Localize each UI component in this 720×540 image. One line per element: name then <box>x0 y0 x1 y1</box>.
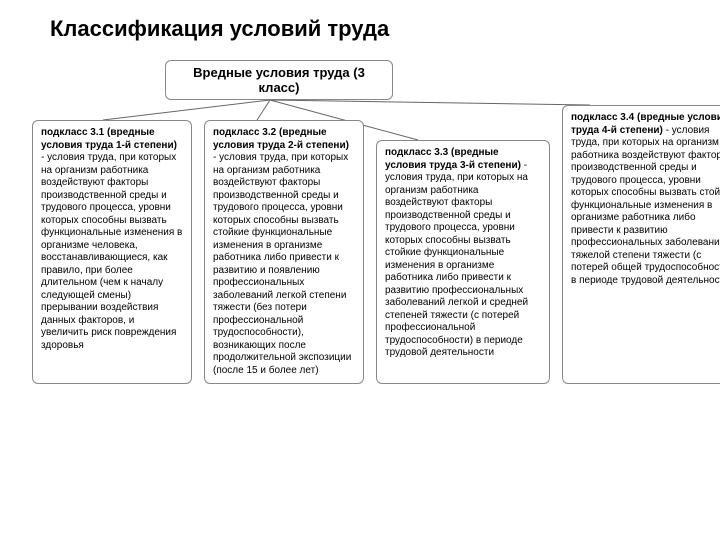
connector-line <box>257 100 270 120</box>
page-title: Классификация условий труда <box>50 16 389 42</box>
columns-row: подкласс 3.1 (вредные условия труда 1-й … <box>32 120 720 384</box>
subclass-box-3-1: подкласс 3.1 (вредные условия труда 1-й … <box>32 120 192 384</box>
subclass-box-3-2: подкласс 3.2 (вредные условия труда 2-й … <box>204 120 364 384</box>
box-body: - условия труда, при которых на организм… <box>213 152 351 376</box>
box-body: - условия труда, при которых на организм… <box>385 160 528 359</box>
subclass-box-3-4: подкласс 3.4 (вредные условия труда 4-й … <box>562 105 720 384</box>
box-body: - условия труда, при которых на организм… <box>41 152 182 351</box>
connector-line <box>103 100 270 120</box>
header-box: Вредные условия труда (3 класс) <box>165 60 393 100</box>
box-heading: подкласс 3.1 (вредные условия труда 1-й … <box>41 127 177 151</box>
connector-line <box>270 100 590 105</box>
subclass-box-3-3: подкласс 3.3 (вредные условия труда 3-й … <box>376 140 550 384</box>
box-heading: подкласс 3.3 (вредные условия труда 3-й … <box>385 147 521 171</box>
box-heading: подкласс 3.2 (вредные условия труда 2-й … <box>213 127 349 151</box>
box-body: - условия труда, при которых на организм… <box>571 125 720 286</box>
